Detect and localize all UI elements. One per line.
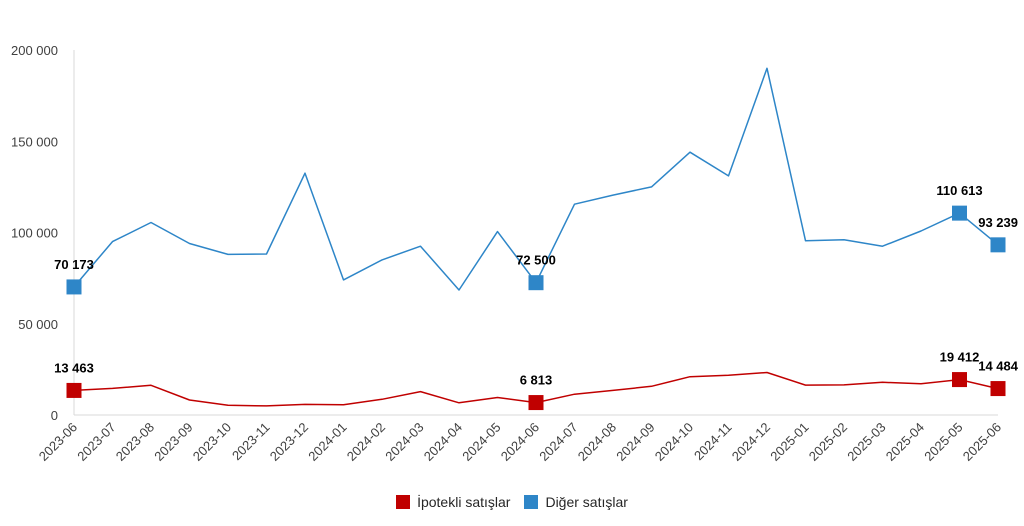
legend-label: İpotekli satışlar [417,494,511,510]
x-tick-label: 2023-08 [113,420,157,464]
series-marker [66,279,82,295]
x-tick-label: 2025-02 [806,420,850,464]
y-tick-label: 100 000 [11,226,58,241]
series-layer [66,67,1006,411]
x-tick-labels: 2023-062023-072023-082023-092023-102023-… [36,420,1004,464]
y-tick-label: 50 000 [18,317,58,332]
y-tick-label: 150 000 [11,134,58,149]
legend-item: İpotekli satışlar [396,494,510,510]
x-tick-label: 2023-12 [267,420,311,464]
series-marker [952,205,967,221]
x-tick-label: 2023-10 [190,420,234,464]
x-tick-label: 2024-03 [382,420,426,464]
series-marker [990,237,1006,253]
legend-swatch [524,495,539,509]
x-tick-label: 2023-09 [151,420,195,464]
x-tick-label: 2024-11 [691,420,735,464]
series-marker [990,381,1006,397]
series-marker [66,382,82,398]
data-label: 6 813 [520,373,553,388]
data-label: 13 463 [54,360,94,375]
series-marker [528,395,544,411]
x-tick-label: 2025-04 [883,420,927,464]
x-tick-label: 2023-07 [74,420,118,464]
y-tick-labels: 0 50 000 100 000 150 000 200 000 [11,43,58,423]
data-label: 14 484 [978,359,1019,374]
x-tick-label: 2023-11 [229,420,273,464]
x-tick-label: 2024-01 [305,420,349,464]
x-tick-label: 2024-12 [729,420,773,464]
y-tick-label: 0 [51,408,58,423]
x-tick-label: 2025-03 [844,420,888,464]
legend-swatch [396,495,411,509]
x-tick-label: 2024-10 [652,420,696,464]
series-marker [528,275,544,291]
y-tick-label: 200 000 [11,43,58,58]
x-tick-label: 2023-06 [36,420,80,464]
x-tick-label: 2025-05 [921,420,965,464]
x-tick-label: 2024-07 [536,420,580,464]
x-tick-label: 2024-02 [344,420,388,464]
x-tick-label: 2024-08 [575,420,619,464]
data-label: 72 500 [516,253,556,268]
legend-item: Diğer satışlar [524,494,628,510]
x-tick-label: 2025-06 [960,420,1004,464]
series-marker [952,372,967,388]
x-tick-label: 2024-06 [498,420,542,464]
x-tick-label: 2024-04 [421,420,465,464]
data-label: 70 173 [54,257,94,272]
x-tick-label: 2024-09 [613,420,657,464]
legend: İpotekli satışlar Diğer satışlar [0,494,1024,510]
x-tick-label: 2025-01 [767,420,811,464]
legend-label: Diğer satışlar [545,494,628,510]
x-tick-label: 2024-05 [459,420,503,464]
data-label: 93 239 [978,215,1018,230]
data-label: 19 412 [940,350,980,365]
data-label: 110 613 [936,183,982,198]
